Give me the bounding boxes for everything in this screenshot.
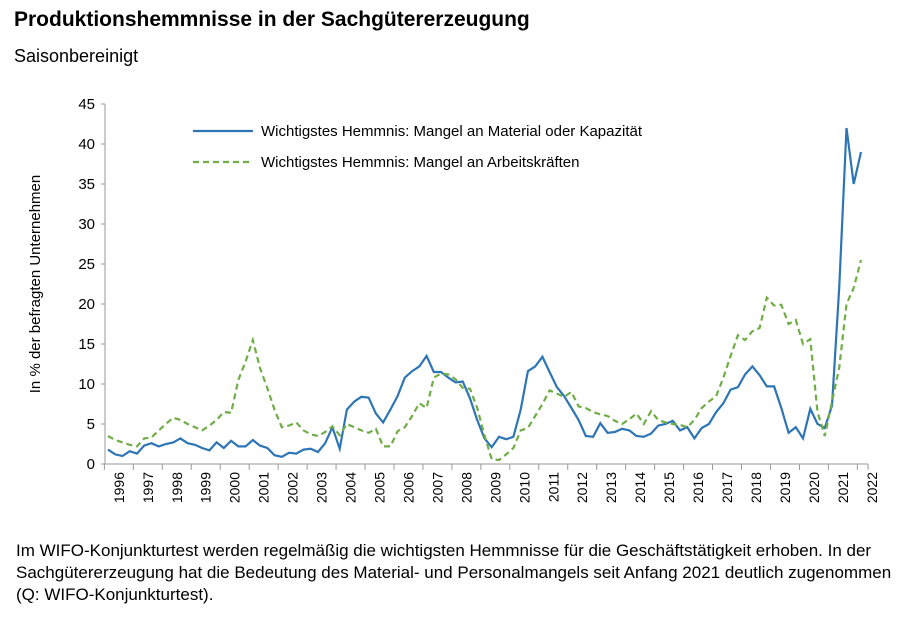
y-tick-label: 30 bbox=[78, 216, 95, 233]
chart-subtitle: Saisonbereinigt bbox=[14, 46, 138, 66]
y-tick-label: 20 bbox=[78, 296, 95, 313]
x-tick-label: 2020 bbox=[806, 472, 822, 503]
x-tick-label: 2000 bbox=[227, 472, 243, 503]
y-tick-label: 0 bbox=[87, 456, 95, 473]
x-tick-label: 2014 bbox=[632, 472, 648, 503]
legend-label: Wichtigstes Hemmnis: Mangel an Material … bbox=[261, 123, 643, 140]
x-tick-label: 2016 bbox=[690, 472, 706, 503]
x-tick-label: 1999 bbox=[198, 472, 214, 503]
x-tick-label: 2004 bbox=[343, 472, 359, 503]
x-tick-label: 2009 bbox=[487, 472, 503, 503]
y-tick-label: 10 bbox=[78, 376, 95, 393]
legend-label: Wichtigstes Hemmnis: Mangel an Arbeitskr… bbox=[261, 154, 579, 171]
x-tick-label: 2015 bbox=[661, 472, 677, 503]
chart-title: Produktionshemmnisse in der Sachgütererz… bbox=[14, 8, 530, 31]
x-tick-label: 2008 bbox=[458, 472, 474, 503]
x-tick-label: 2011 bbox=[545, 472, 561, 502]
y-tick-label: 35 bbox=[78, 176, 95, 193]
x-tick-label: 1997 bbox=[140, 472, 156, 503]
x-tick-label: 2017 bbox=[719, 472, 735, 503]
y-tick-label: 45 bbox=[78, 96, 95, 113]
x-tick-label: 2007 bbox=[429, 472, 445, 503]
x-tick-label: 2010 bbox=[516, 472, 532, 503]
x-tick-label: 2021 bbox=[835, 472, 851, 503]
x-tick-label: 1998 bbox=[169, 472, 185, 503]
x-tick-label: 1996 bbox=[111, 472, 127, 503]
y-tick-label: 25 bbox=[78, 256, 95, 273]
y-tick-label: 15 bbox=[78, 336, 95, 353]
series-line bbox=[107, 127, 863, 458]
x-tick-label: 2013 bbox=[603, 472, 619, 503]
chart: Produktionshemmnisse in der Sachgütererz… bbox=[14, 8, 880, 503]
x-tick-label: 2019 bbox=[777, 472, 793, 503]
y-axis-label: In % der befragten Unternehmen bbox=[27, 175, 44, 393]
y-tick-label: 40 bbox=[78, 136, 95, 153]
x-tick-label: 2018 bbox=[748, 472, 764, 503]
x-tick-label: 2002 bbox=[285, 472, 301, 503]
x-tick-label: 2005 bbox=[372, 472, 388, 503]
x-tick-label: 2022 bbox=[864, 472, 880, 503]
y-tick-label: 5 bbox=[87, 416, 95, 433]
x-tick-label: 2001 bbox=[256, 472, 272, 503]
x-tick-label: 2003 bbox=[314, 472, 330, 503]
series-line bbox=[107, 259, 863, 462]
x-tick-label: 2006 bbox=[400, 472, 416, 503]
x-tick-label: 2012 bbox=[574, 472, 590, 503]
note: Im WIFO-Konjunkturtest werden regelmäßig… bbox=[16, 541, 892, 604]
